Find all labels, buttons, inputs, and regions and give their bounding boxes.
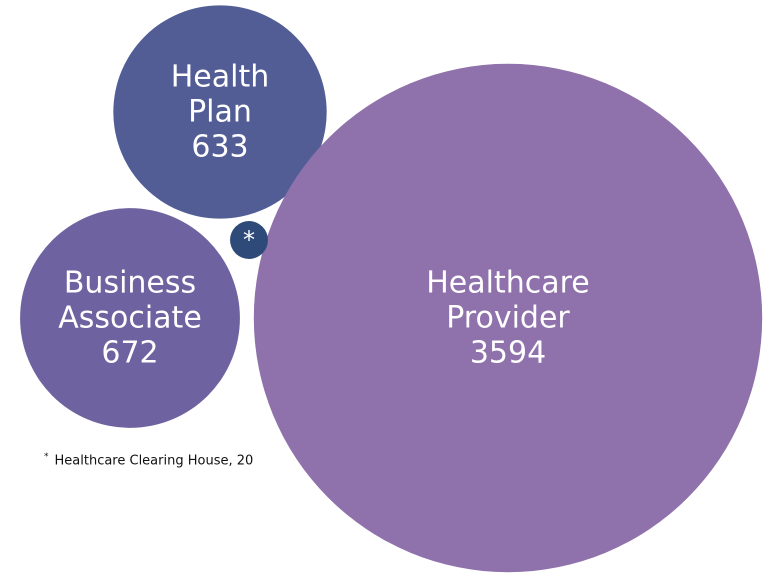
bubble-label: Health Plan 633 <box>171 60 270 165</box>
value-label: 3594 <box>469 335 547 371</box>
footnote-marker: * <box>44 452 49 462</box>
value-label: 633 <box>191 129 249 165</box>
category-label: Healthcare Provider <box>426 265 590 336</box>
bubble-label: * <box>243 228 255 252</box>
bubble-label: Business Associate 672 <box>58 266 202 371</box>
value-label: 672 <box>101 335 159 371</box>
category-label: * <box>243 226 255 254</box>
bubble-label: Healthcare Provider 3594 <box>426 266 590 371</box>
footnote: * Healthcare Clearing House, 20 <box>44 452 253 468</box>
bubble <box>20 208 240 428</box>
bubble <box>253 63 763 573</box>
bubble <box>113 5 327 219</box>
footnote-text: Healthcare Clearing House, 20 <box>54 453 254 469</box>
category-label: Health Plan <box>170 59 270 130</box>
category-label: Business Associate <box>58 265 202 336</box>
bubble <box>230 221 268 259</box>
